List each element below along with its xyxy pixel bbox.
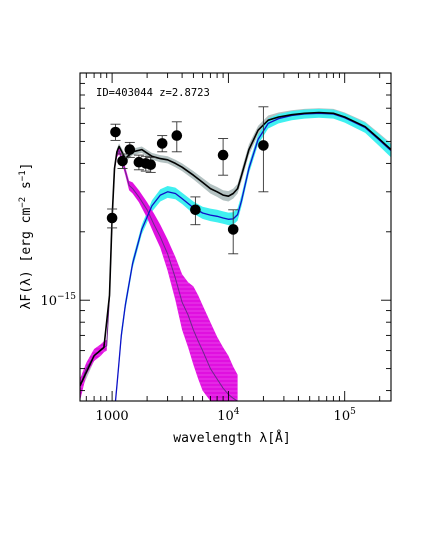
photometry-marker xyxy=(156,138,168,149)
y-tick-label-base: 10 xyxy=(40,294,57,309)
photometry-marker xyxy=(124,144,136,155)
axis-ticks xyxy=(80,73,391,401)
x-tick-label-base: 10 xyxy=(217,409,234,424)
photometry-marker xyxy=(171,130,183,141)
source-annotation: ID=403044 z=2.8723 xyxy=(96,87,210,99)
x-tick-label-base: 10 xyxy=(334,409,351,424)
photometry-marker xyxy=(106,212,118,224)
y-tick-label: 10−15 xyxy=(40,292,76,309)
x-axis-label: wavelength λ[Å] xyxy=(173,430,290,446)
photometry-point xyxy=(258,106,269,193)
photometry-marker xyxy=(227,224,239,235)
photometry-point xyxy=(190,196,201,226)
data-points xyxy=(106,106,269,255)
y-axis-label-end: ] xyxy=(19,163,34,171)
x-tick-label: 105 xyxy=(334,407,357,424)
photometry-marker xyxy=(258,140,269,151)
y-axis-label-exp1: −2 xyxy=(18,197,28,208)
photometry-marker xyxy=(190,204,201,216)
y-axis-label-main: λF(λ) [erg cm xyxy=(19,208,34,310)
agn-uncertainty-band xyxy=(80,147,238,401)
y-axis-label-exp2: −1 xyxy=(18,170,28,181)
photometry-point xyxy=(106,208,118,229)
photometry-point xyxy=(110,123,121,141)
photometry-point xyxy=(156,135,168,153)
total-sed-curve xyxy=(80,111,391,387)
x-tick-label: 104 xyxy=(217,407,240,424)
photometry-marker xyxy=(117,155,128,167)
photometry-marker xyxy=(217,149,229,161)
y-axis-label-mid: s xyxy=(19,181,34,197)
x-tick-label: 1000 xyxy=(96,409,129,424)
photometry-point xyxy=(171,121,183,153)
photometry-point xyxy=(145,156,156,173)
y-tick-label-exp: −15 xyxy=(57,292,76,302)
plot-frame xyxy=(79,72,392,402)
x-tick-label-exp: 4 xyxy=(234,407,240,417)
y-axis-label: λF(λ) [erg cm−2 s−1] xyxy=(18,163,34,310)
photometry-marker xyxy=(145,159,156,170)
x-tick-label-base: 1000 xyxy=(96,409,129,424)
photometry-point xyxy=(117,153,128,169)
x-tick-label-exp: 5 xyxy=(350,407,356,417)
agn-sed-curve xyxy=(80,150,238,401)
photometry-marker xyxy=(110,126,121,138)
photometry-point xyxy=(217,138,229,176)
photometry-point xyxy=(227,209,239,255)
photometry-point xyxy=(124,141,136,158)
